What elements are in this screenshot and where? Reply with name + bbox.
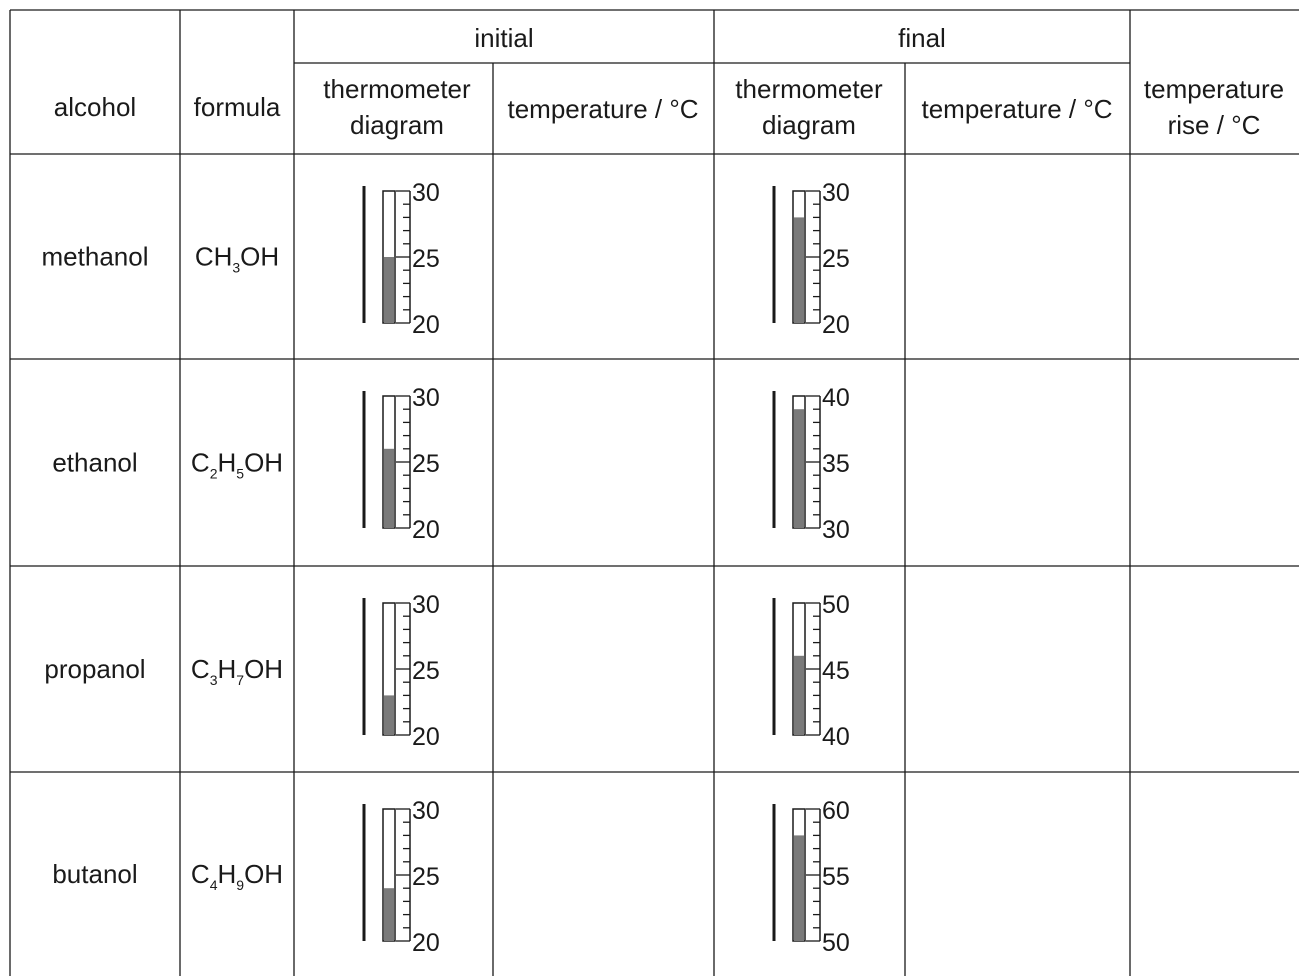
formula-part: H — [218, 654, 237, 684]
alcohol-name: methanol — [42, 242, 149, 272]
scale-label: 60 — [822, 797, 850, 825]
scale-label: 25 — [412, 450, 440, 478]
alcohol-name: propanol — [44, 654, 145, 684]
initial-thermometer: 30 25 20 — [362, 384, 440, 544]
scale-label: 35 — [822, 450, 850, 478]
scale-label: 50 — [822, 591, 850, 619]
formula-part: C — [191, 448, 210, 478]
initial-thermometer: 30 25 20 — [362, 179, 440, 339]
scale-label: 20 — [412, 723, 440, 751]
alcohol-name: butanol — [52, 859, 137, 889]
header-temperature-rise: temperature — [1144, 74, 1284, 104]
table-grid — [9, 9, 1299, 976]
header-formula: formula — [194, 92, 281, 122]
header-initial-thermometer: thermometer — [323, 74, 471, 104]
initial-thermometer: 30 25 20 — [362, 591, 440, 751]
scale-label: 20 — [412, 929, 440, 957]
initial-thermometer: 30 25 20 — [362, 797, 440, 957]
alcohol-name: ethanol — [52, 448, 137, 478]
scale-label: 30 — [412, 179, 440, 207]
scale-label: 45 — [822, 657, 850, 685]
header-initial-diagram: diagram — [350, 110, 444, 140]
scale-label: 25 — [822, 245, 850, 273]
scale-label: 30 — [412, 797, 440, 825]
formula-subscript: 2 — [210, 466, 218, 482]
header-initial: initial — [474, 23, 533, 53]
header-final-temperature: temperature / °C — [921, 94, 1112, 124]
formula-part: CH — [195, 242, 233, 272]
scale-label: 30 — [412, 384, 440, 412]
table-header: initial final alcohol formula thermomete… — [54, 23, 1284, 140]
scale-label: 30 — [822, 516, 850, 544]
mercury-column — [384, 888, 394, 941]
formula-subscript: 3 — [210, 672, 218, 688]
scale-label: 30 — [822, 179, 850, 207]
mercury-column — [794, 409, 804, 528]
scale-label: 40 — [822, 723, 850, 751]
scale-label: 55 — [822, 863, 850, 891]
formula-subscript: 9 — [236, 877, 244, 893]
formula: CH3OH — [195, 242, 279, 276]
final-thermometer: 50 45 40 — [772, 591, 850, 751]
formula: C4H9OH — [191, 859, 283, 893]
formula: C3H7OH — [191, 654, 283, 688]
mercury-column — [384, 257, 394, 323]
final-thermometer: 40 35 30 — [772, 384, 850, 544]
formula-part: H — [218, 448, 237, 478]
formula-part: OH — [240, 242, 279, 272]
formula-part: H — [218, 859, 237, 889]
mercury-column — [794, 655, 804, 735]
final-thermometer: 60 55 50 — [772, 797, 850, 957]
mercury-column — [384, 695, 394, 735]
header-final: final — [898, 23, 946, 53]
header-rise-unit: rise / °C — [1168, 110, 1261, 140]
formula-subscript: 7 — [236, 672, 244, 688]
scale-label: 25 — [412, 245, 440, 273]
formula-subscript: 4 — [210, 877, 218, 893]
scale-label: 25 — [412, 657, 440, 685]
scale-label: 20 — [412, 311, 440, 339]
scale-label: 20 — [822, 311, 850, 339]
final-thermometer: 30 25 20 — [772, 179, 850, 339]
formula-subscript: 3 — [232, 260, 240, 276]
scale-label: 25 — [412, 863, 440, 891]
formula: C2H5OH — [191, 448, 283, 482]
mercury-column — [794, 835, 804, 941]
mercury-column — [794, 217, 804, 323]
formula-part: OH — [244, 654, 283, 684]
header-initial-temperature: temperature / °C — [507, 94, 698, 124]
header-final-diagram: diagram — [762, 110, 856, 140]
header-alcohol: alcohol — [54, 92, 136, 122]
scale-label: 40 — [822, 384, 850, 412]
scale-label: 20 — [412, 516, 440, 544]
header-final-thermometer: thermometer — [735, 74, 883, 104]
scale-label: 50 — [822, 929, 850, 957]
formula-part: OH — [244, 448, 283, 478]
mercury-column — [384, 448, 394, 528]
formula-part: C — [191, 654, 210, 684]
formula-part: C — [191, 859, 210, 889]
formula-part: OH — [244, 859, 283, 889]
scale-label: 30 — [412, 591, 440, 619]
formula-subscript: 5 — [236, 466, 244, 482]
